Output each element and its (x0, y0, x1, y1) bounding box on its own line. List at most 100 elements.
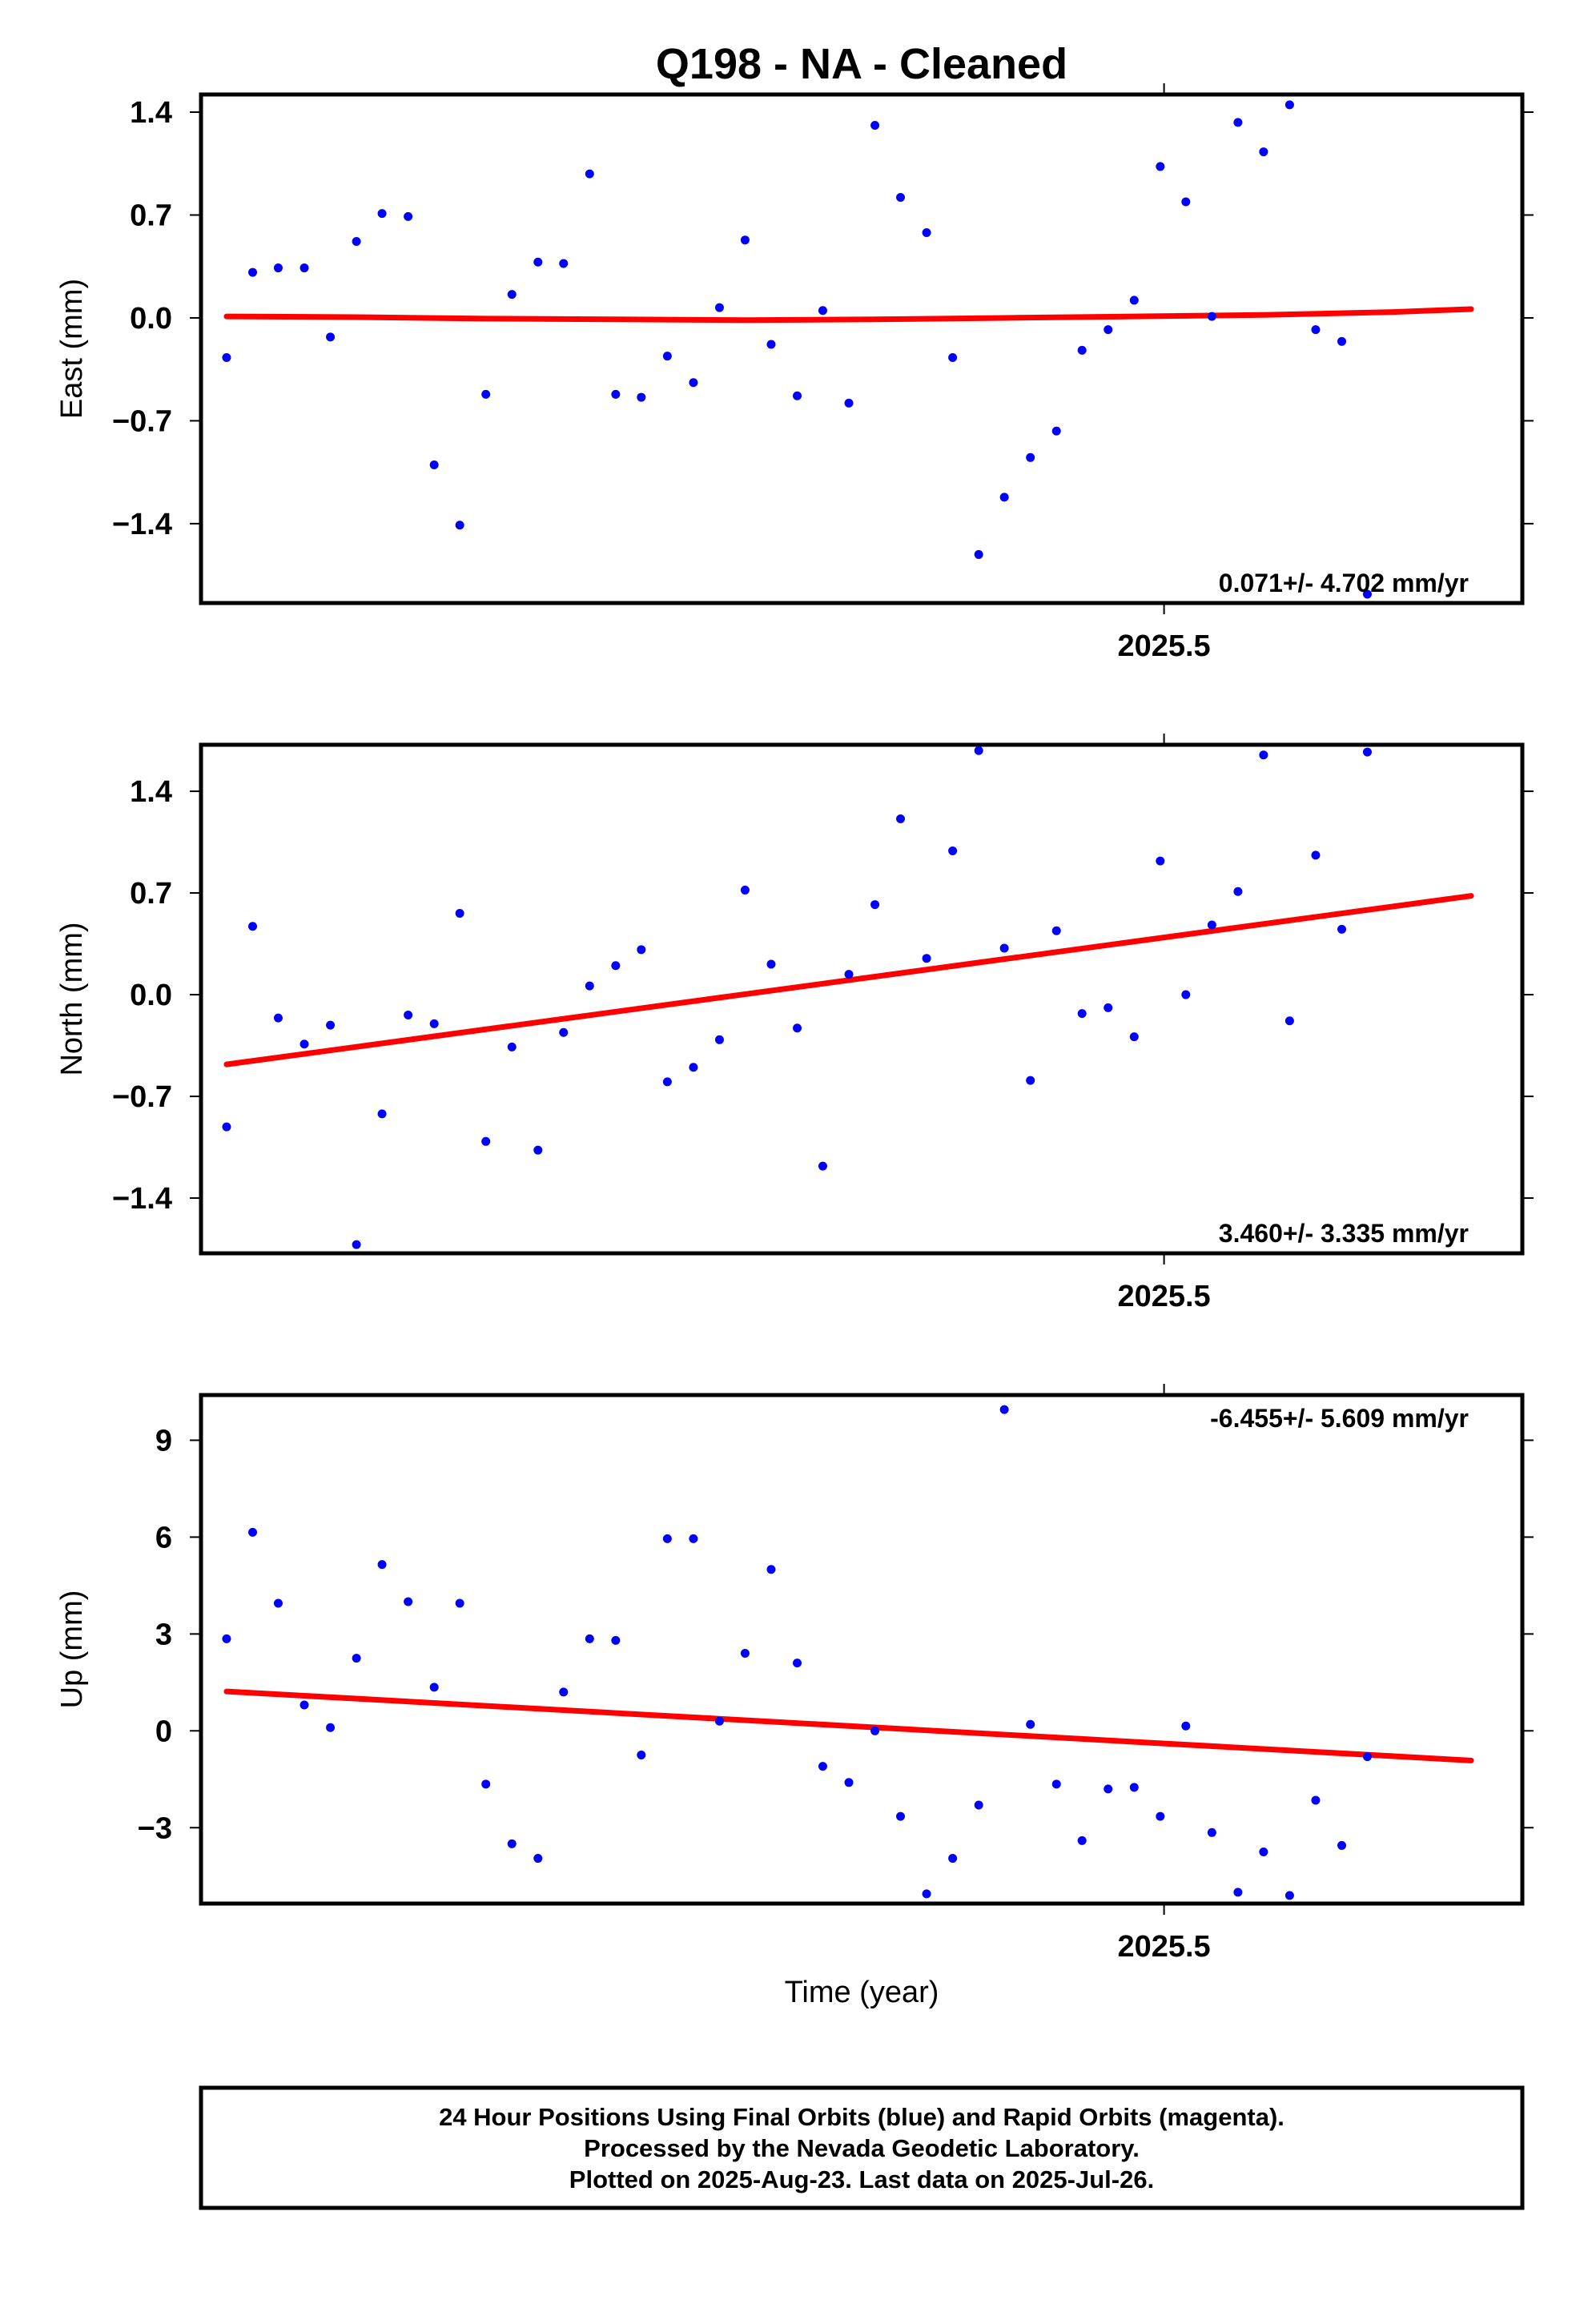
x-tick-label: 2025.5 (1117, 1280, 1210, 1313)
data-point (896, 814, 906, 824)
footer-line-1: 24 Hour Positions Using Final Orbits (bl… (439, 2103, 1284, 2131)
data-point (455, 908, 464, 918)
data-point (1337, 1840, 1347, 1850)
data-point (1337, 336, 1347, 346)
data-point (481, 1779, 491, 1789)
data-point (1259, 1847, 1268, 1856)
data-point (948, 353, 958, 363)
panel-up: 9 6 3 0 −3 2025.5 Up (mm) -6.455+/- 5.609 mm/yr (55, 1384, 1534, 1964)
data-point (352, 1240, 361, 1249)
data-point (1077, 1835, 1087, 1845)
data-point (455, 521, 464, 530)
data-point (793, 1023, 802, 1033)
data-point (766, 1565, 776, 1574)
data-point (1207, 312, 1216, 321)
data-point (1311, 1795, 1321, 1805)
data-point (1051, 1779, 1061, 1789)
data-point (377, 1109, 387, 1119)
data-point (1259, 147, 1268, 157)
y-tick-label: −0.7 (112, 404, 172, 438)
y-tick-label: 0.0 (130, 302, 172, 336)
data-point (611, 1635, 621, 1645)
data-point (507, 1042, 517, 1051)
data-point (222, 353, 231, 363)
data-point (326, 1020, 336, 1030)
data-point (922, 1889, 931, 1899)
data-point (974, 746, 983, 755)
data-point (1362, 1752, 1372, 1762)
data-point (999, 943, 1009, 953)
data-point (559, 1027, 569, 1037)
data-point (300, 1700, 309, 1710)
data-point (1207, 920, 1216, 930)
y-tick-label: −1.4 (112, 1182, 172, 1216)
y-tick-label: 1.4 (130, 96, 172, 130)
data-point (1129, 1032, 1139, 1042)
data-point (429, 1683, 439, 1692)
data-point (948, 846, 958, 855)
data-point (1362, 589, 1372, 599)
data-point (533, 257, 543, 267)
data-point (248, 267, 258, 277)
footer-line-3: Plotted on 2025-Aug-23. Last data on 202… (569, 2165, 1154, 2193)
data-point (922, 228, 931, 238)
data-point (662, 352, 672, 361)
data-point (740, 235, 750, 245)
data-point (1233, 887, 1243, 896)
y-tick-label: 6 (155, 1521, 172, 1554)
data-point (429, 460, 439, 469)
data-point (377, 209, 387, 219)
data-point (1207, 1827, 1216, 1837)
data-point (1156, 162, 1165, 171)
data-point (352, 237, 361, 247)
data-point (1026, 452, 1035, 462)
data-point (818, 1762, 827, 1771)
data-point (766, 959, 776, 969)
data-point (1181, 1721, 1191, 1731)
data-point (1284, 1016, 1294, 1026)
data-point (948, 1854, 958, 1864)
trend-line (223, 306, 1474, 324)
data-point (974, 549, 983, 559)
velocity-label: -6.455+/- 5.609 mm/yr (1210, 1404, 1469, 1433)
data-point (1311, 325, 1321, 335)
data-point (585, 169, 594, 179)
data-point (870, 900, 880, 910)
panel-east: 1.4 0.7 0.0 −0.7 −1.4 2025.5 East (mm) 0.071+/-… (55, 83, 1534, 663)
data-point (533, 1854, 543, 1864)
y-axis-label: East (mm) (55, 279, 89, 419)
y-tick-label: 3 (155, 1618, 172, 1651)
data-point (429, 1019, 439, 1028)
data-point (300, 263, 309, 273)
data-point (1129, 1783, 1139, 1792)
data-point (1156, 856, 1165, 866)
data-point (273, 263, 283, 273)
data-point (793, 391, 802, 400)
y-tick-label: 0.7 (130, 877, 172, 911)
data-point (844, 970, 854, 979)
y-tick-label: 0.0 (130, 979, 172, 1012)
footer-line-2: Processed by the Nevada Geodetic Laborat… (584, 2134, 1140, 2162)
data-point (637, 392, 646, 402)
data-point (844, 1778, 854, 1787)
y-tick-label: −3 (138, 1811, 172, 1845)
data-point (896, 1811, 906, 1821)
data-point (662, 1077, 672, 1087)
data-point (559, 259, 569, 268)
data-point (818, 1161, 827, 1171)
y-axis-label: Up (mm) (55, 1590, 89, 1709)
data-point (404, 1597, 413, 1606)
x-tick-label: 2025.5 (1117, 1930, 1210, 1964)
y-tick-label: −0.7 (112, 1080, 172, 1114)
data-point (1077, 345, 1087, 355)
data-point (1051, 926, 1061, 935)
plot-frame (199, 1393, 1525, 1906)
x-axis-label: Time (year) (785, 1976, 939, 2009)
trend-line (223, 1688, 1474, 1763)
data-point (870, 1726, 880, 1735)
data-point (222, 1122, 231, 1132)
data-point (248, 922, 258, 931)
x-tick-label: 2025.5 (1117, 629, 1210, 663)
data-point (1104, 1003, 1113, 1012)
